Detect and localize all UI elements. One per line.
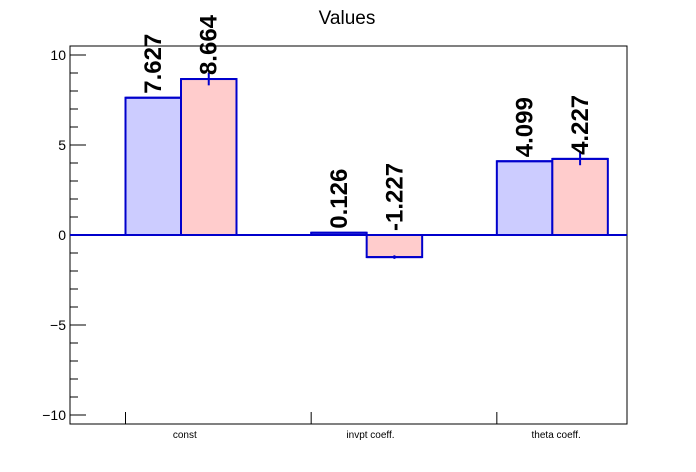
y-tick-label: 10 <box>50 47 66 63</box>
bars <box>124 72 609 259</box>
data-label: -1.227 <box>381 163 408 231</box>
y-tick-label: 5 <box>58 137 66 153</box>
bar <box>124 96 182 236</box>
y-tick-label: −10 <box>42 407 66 423</box>
data-label: 8.664 <box>196 14 223 75</box>
y-axis: −10 −5 0 5 10 <box>42 47 86 423</box>
chart-title: Values <box>319 8 376 29</box>
bar <box>551 157 609 236</box>
x-axis: const invpt coeff. theta coeff. <box>125 412 581 441</box>
data-labels: 7.627 0.126 4.099 8.664 -1.227 4.227 <box>140 14 594 231</box>
category-label: const <box>173 430 197 441</box>
bar <box>180 78 238 236</box>
data-label: 4.099 <box>512 97 539 157</box>
data-label: 7.627 <box>140 34 167 94</box>
data-label: 4.227 <box>567 95 594 155</box>
bar <box>495 160 554 236</box>
data-label: 0.126 <box>326 169 353 229</box>
y-tick-label: 0 <box>58 227 66 243</box>
bar <box>365 234 424 259</box>
y-tick-label: −5 <box>50 317 66 333</box>
category-label: invpt coeff. <box>346 430 394 441</box>
category-label: theta coeff. <box>532 430 581 441</box>
